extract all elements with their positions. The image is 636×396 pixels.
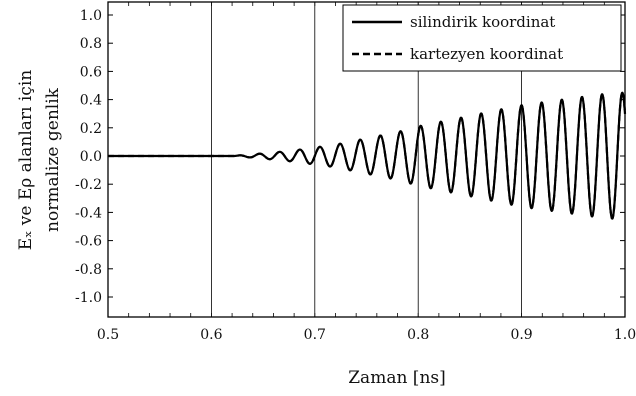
y-tick-label: 0.4 [80,93,102,109]
legend: silindirik koordinat kartezyen koordinat [342,4,622,72]
plot-frame [107,1,626,318]
x-axis: 0.5 0.6 0.7 0.8 0.9 1.0 [97,2,636,343]
y-tick-label: -0.8 [75,262,102,278]
series-line-kartezyen [107,91,627,220]
x-tick-label: 0.9 [510,327,532,343]
x-tick-label: 0.5 [97,327,119,343]
x-axis-title: Zaman [ns] [348,368,446,388]
legend-label-kartezyen: kartezyen koordinat [410,45,563,63]
x-tick-label: 0.7 [304,327,326,343]
legend-label-silindirik: silindirik koordinat [410,13,555,31]
x-tick-label: 1.0 [614,327,636,343]
y-axis-title-line2: normalize genlik [43,87,63,232]
y-tick-label: -0.4 [75,205,102,221]
legend-box [342,4,622,72]
y-axis: 1.0 0.8 0.6 0.4 0.2 0.0 -0.2 -0.4 -0.6 -0.8 -1.0 [75,8,625,306]
y-tick-label: -0.2 [75,177,102,193]
y-tick-label: 0.0 [80,149,102,165]
y-tick-label: 0.6 [80,64,102,80]
y-tick-label: -0.6 [75,234,102,250]
y-tick-label: 1.0 [80,8,102,24]
y-axis-title-line1: Eₓ ve Eρ alanları için [16,70,36,250]
x-tick-label: 0.8 [407,327,429,343]
y-tick-label: 0.8 [80,36,102,52]
y-tick-label: -1.0 [75,290,102,306]
x-tick-label: 0.6 [200,327,222,343]
series-layer [107,91,627,220]
y-tick-label: 0.2 [80,121,102,137]
